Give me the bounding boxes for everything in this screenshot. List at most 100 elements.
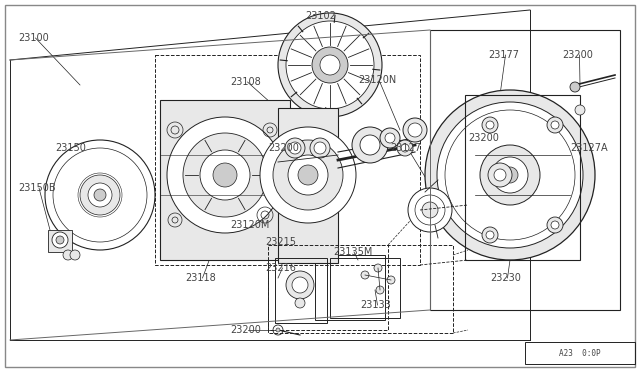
Circle shape: [292, 277, 308, 293]
Circle shape: [361, 271, 369, 279]
Circle shape: [63, 250, 73, 260]
Circle shape: [56, 236, 64, 244]
Text: 23127: 23127: [390, 143, 421, 153]
Text: 23100: 23100: [18, 33, 49, 43]
Wedge shape: [108, 223, 129, 247]
Text: 23127A: 23127A: [570, 143, 607, 153]
Bar: [315, 255, 385, 320]
Circle shape: [480, 145, 540, 205]
Bar: [48, 230, 72, 252]
Text: A23  0:0P: A23 0:0P: [559, 349, 601, 357]
Circle shape: [425, 90, 595, 260]
Circle shape: [273, 140, 343, 210]
Text: 23200: 23200: [230, 325, 261, 335]
Text: 23133: 23133: [360, 300, 391, 310]
Circle shape: [295, 298, 305, 308]
Text: 23150B: 23150B: [18, 183, 56, 193]
Bar: [465, 95, 580, 260]
Circle shape: [482, 117, 498, 133]
Circle shape: [551, 121, 559, 129]
Text: 23200: 23200: [562, 50, 593, 60]
Circle shape: [482, 227, 498, 243]
Circle shape: [183, 133, 267, 217]
Wedge shape: [47, 190, 68, 209]
Circle shape: [575, 105, 585, 115]
Circle shape: [360, 135, 380, 155]
Text: 23120M: 23120M: [230, 220, 269, 230]
Bar: [160, 100, 290, 260]
Circle shape: [286, 271, 314, 299]
Circle shape: [397, 140, 413, 156]
Text: 23177: 23177: [488, 50, 519, 60]
Text: 23216: 23216: [265, 263, 296, 273]
Circle shape: [278, 13, 382, 117]
Text: 23215: 23215: [265, 237, 296, 247]
Circle shape: [289, 142, 301, 154]
Text: 23120N: 23120N: [358, 75, 396, 85]
Circle shape: [380, 128, 400, 148]
Text: 23230: 23230: [490, 273, 521, 283]
Bar: [275, 258, 327, 323]
Circle shape: [547, 117, 563, 133]
Wedge shape: [102, 142, 121, 165]
Wedge shape: [79, 225, 99, 248]
Circle shape: [570, 82, 580, 92]
Circle shape: [167, 117, 283, 233]
Bar: [155, 55, 420, 265]
Wedge shape: [71, 143, 93, 167]
Text: 23108: 23108: [230, 77, 260, 87]
Circle shape: [551, 221, 559, 229]
Text: 23118: 23118: [185, 273, 216, 283]
Circle shape: [94, 189, 106, 201]
Circle shape: [486, 231, 494, 239]
Circle shape: [70, 250, 80, 260]
Circle shape: [285, 138, 305, 158]
Circle shape: [276, 328, 280, 332]
Circle shape: [286, 21, 374, 109]
Circle shape: [312, 47, 348, 83]
Circle shape: [437, 102, 583, 248]
Wedge shape: [125, 207, 150, 230]
Circle shape: [502, 167, 518, 183]
Circle shape: [401, 144, 409, 152]
Circle shape: [387, 276, 395, 284]
Bar: [268, 245, 388, 330]
Circle shape: [492, 157, 528, 193]
Circle shape: [80, 175, 120, 215]
Circle shape: [80, 175, 120, 215]
Circle shape: [213, 163, 237, 187]
Circle shape: [320, 55, 340, 75]
Text: 23135M: 23135M: [333, 247, 372, 257]
Bar: [430, 30, 620, 310]
Circle shape: [45, 140, 155, 250]
Circle shape: [422, 202, 438, 218]
Circle shape: [88, 183, 112, 207]
Wedge shape: [132, 181, 153, 200]
Wedge shape: [54, 212, 79, 236]
Circle shape: [314, 142, 326, 154]
Circle shape: [52, 232, 68, 248]
Text: 23102: 23102: [305, 11, 336, 21]
Circle shape: [352, 127, 388, 163]
Circle shape: [376, 286, 384, 294]
Circle shape: [408, 123, 422, 137]
Circle shape: [298, 165, 318, 185]
Circle shape: [486, 121, 494, 129]
Circle shape: [78, 173, 122, 217]
Circle shape: [403, 118, 427, 142]
Text: 23200: 23200: [268, 143, 299, 153]
Circle shape: [494, 169, 506, 181]
Bar: [330, 258, 400, 318]
Circle shape: [374, 264, 382, 272]
Circle shape: [288, 155, 328, 195]
Circle shape: [310, 138, 330, 158]
Bar: [268, 245, 453, 333]
Circle shape: [200, 150, 250, 200]
Bar: [278, 108, 338, 263]
Circle shape: [488, 163, 512, 187]
Wedge shape: [51, 160, 75, 183]
Wedge shape: [121, 154, 145, 178]
Circle shape: [547, 217, 563, 233]
Circle shape: [408, 188, 452, 232]
Bar: [525, 342, 635, 364]
